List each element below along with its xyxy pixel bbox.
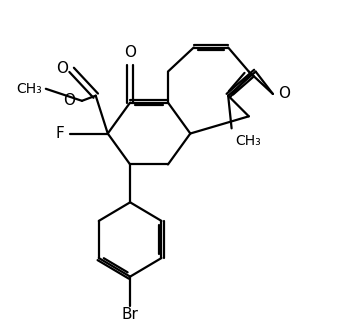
Text: CH₃: CH₃ — [17, 82, 42, 96]
Text: O: O — [56, 61, 68, 76]
Text: O: O — [278, 86, 290, 101]
Text: O: O — [63, 93, 75, 108]
Text: CH₃: CH₃ — [235, 134, 261, 147]
Text: Br: Br — [122, 307, 139, 322]
Text: F: F — [56, 126, 65, 141]
Text: O: O — [124, 45, 136, 60]
